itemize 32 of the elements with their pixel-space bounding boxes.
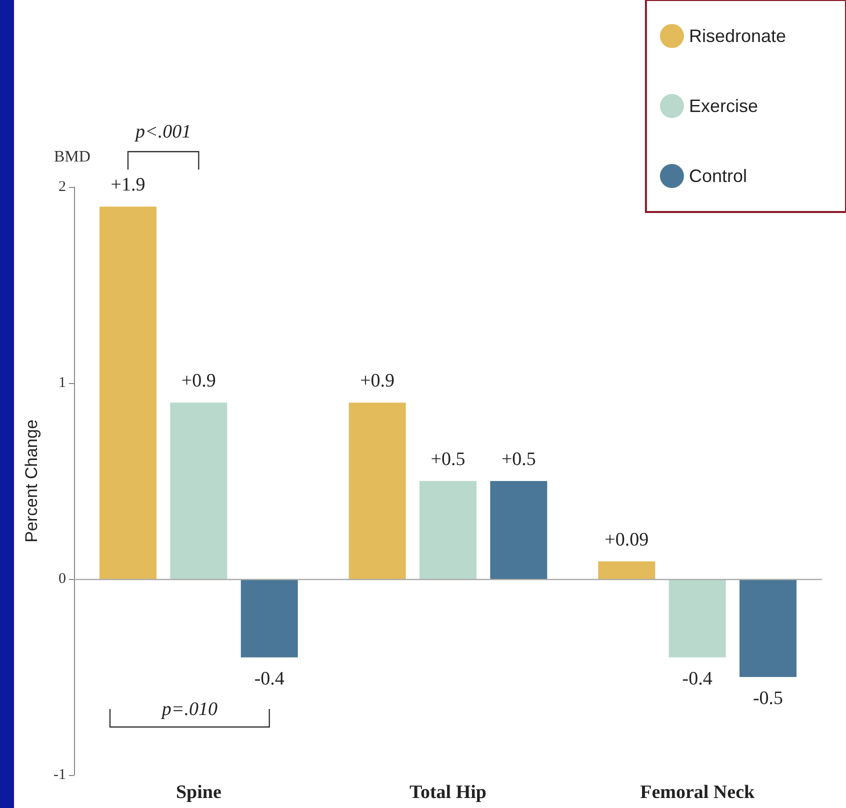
bar: [740, 579, 797, 677]
y-tick-label: 2: [58, 179, 66, 195]
y-tick-label: 0: [58, 571, 66, 587]
data-label: +0.5: [430, 449, 466, 470]
x-tick-label: Spine: [176, 782, 222, 803]
bar: [490, 481, 548, 579]
data-label: +0.5: [501, 449, 536, 470]
y-tick-label: 1: [58, 375, 66, 391]
bar: [598, 561, 656, 579]
annotation: p=.010: [160, 699, 218, 720]
data-label: -0.4: [254, 668, 285, 690]
data-label: -0.4: [682, 668, 713, 690]
bar: [99, 206, 156, 579]
data-label: +0.9: [181, 370, 216, 392]
text: p<.001: [134, 122, 192, 143]
x-tick-label: Femoral Neck: [640, 782, 756, 803]
y-axis-title: Percent Change: [22, 420, 41, 542]
data-label: +0.9: [360, 370, 395, 392]
legend-label: Control: [688, 166, 747, 186]
data-label: +1.9: [110, 174, 146, 196]
data-label: -0.5: [752, 688, 784, 709]
bar: [348, 402, 406, 579]
bar: [240, 579, 298, 658]
legend-label: Risedronate: [688, 26, 786, 46]
bar: [170, 402, 228, 579]
legend-label: Exercise: [688, 96, 758, 116]
bar: [420, 481, 476, 579]
y-tick-label: -1: [54, 767, 66, 783]
data-label: +0.09: [604, 529, 649, 550]
bar: [668, 579, 726, 658]
x-tick-label: Total Hip: [410, 782, 486, 803]
text: BMD: [54, 148, 90, 166]
